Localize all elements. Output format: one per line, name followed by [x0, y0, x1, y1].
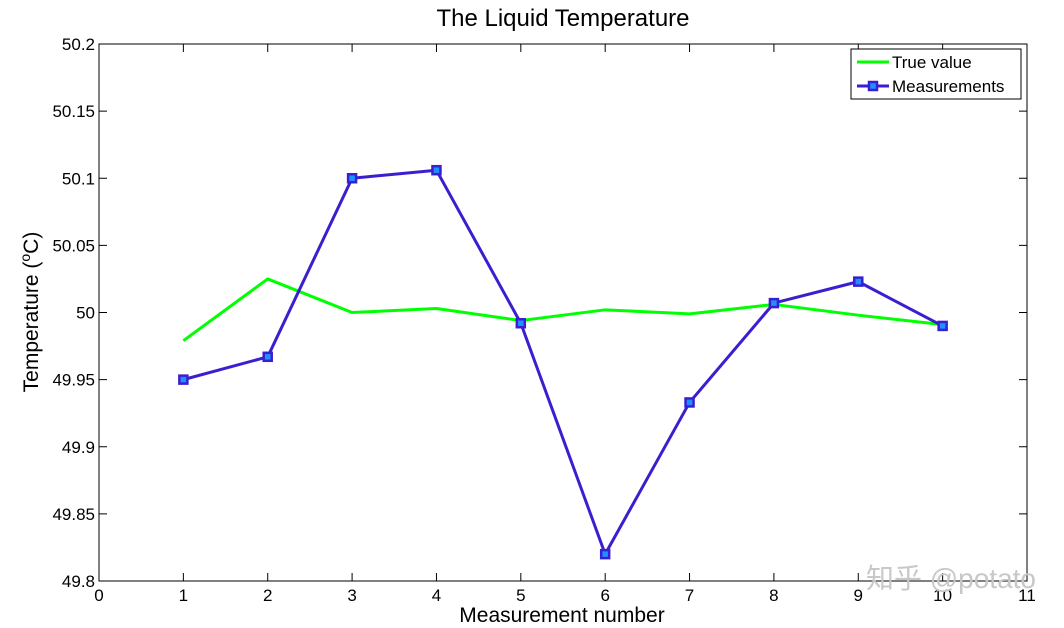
- x-tick-label: 3: [347, 586, 356, 605]
- x-tick-label: 1: [179, 586, 188, 605]
- x-tick-label: 5: [516, 586, 525, 605]
- y-tick-label: 49.8: [62, 572, 95, 591]
- data-point-measurements: [684, 397, 695, 408]
- series-line-measurements: [182, 168, 944, 556]
- x-axis-label: Measurement number: [459, 604, 664, 627]
- data-point-measurements: [768, 297, 780, 309]
- y-axis-label: Temperature (oC): [17, 232, 43, 393]
- y-tick-label: 50.05: [52, 236, 95, 255]
- x-tick-label: 4: [432, 586, 441, 605]
- x-tick-label: 8: [769, 586, 778, 605]
- series-layer: [178, 164, 948, 560]
- x-tick-label: 7: [685, 586, 694, 605]
- y-tick-label: 50: [76, 304, 95, 323]
- y-tick-label: 49.85: [52, 505, 95, 524]
- y-tick-label: 50.15: [52, 102, 95, 121]
- data-point-measurements: [178, 374, 189, 385]
- legend-marker-measurements: [867, 80, 879, 92]
- series-line-true-value: [182, 277, 943, 342]
- x-tick-label: 11: [1018, 586, 1036, 605]
- y-tick-label: 49.95: [52, 371, 95, 390]
- x-tick-label: 9: [854, 586, 863, 605]
- x-tick-label: 0: [94, 586, 103, 605]
- legend-label-true-value: True value: [892, 53, 972, 72]
- data-point-measurements: [431, 164, 442, 176]
- data-point-measurements: [599, 548, 611, 560]
- legend: True value Measurements: [850, 48, 1022, 100]
- plot-area: [98, 43, 1028, 582]
- legend-label-measurements: Measurements: [892, 77, 1004, 96]
- legend-box: [850, 48, 1022, 100]
- chart-title: The Liquid Temperature: [436, 5, 689, 32]
- data-point-measurements: [515, 317, 527, 329]
- data-point-measurements: [346, 173, 358, 184]
- data-point-measurements: [937, 320, 948, 332]
- y-tick-label: 49.9: [62, 438, 95, 457]
- watermark: 知乎 @potato: [866, 563, 1036, 594]
- x-tick-label: 2: [263, 586, 272, 605]
- x-tick-label: 6: [600, 586, 609, 605]
- y-tick-label: 50.2: [62, 35, 95, 54]
- y-tick-label: 50.1: [62, 169, 95, 188]
- svg-text:Temperature (oC): Temperature (oC): [17, 232, 43, 393]
- data-point-measurements: [853, 276, 864, 287]
- data-point-measurements: [262, 351, 273, 363]
- x-tick-label: 10: [933, 586, 952, 605]
